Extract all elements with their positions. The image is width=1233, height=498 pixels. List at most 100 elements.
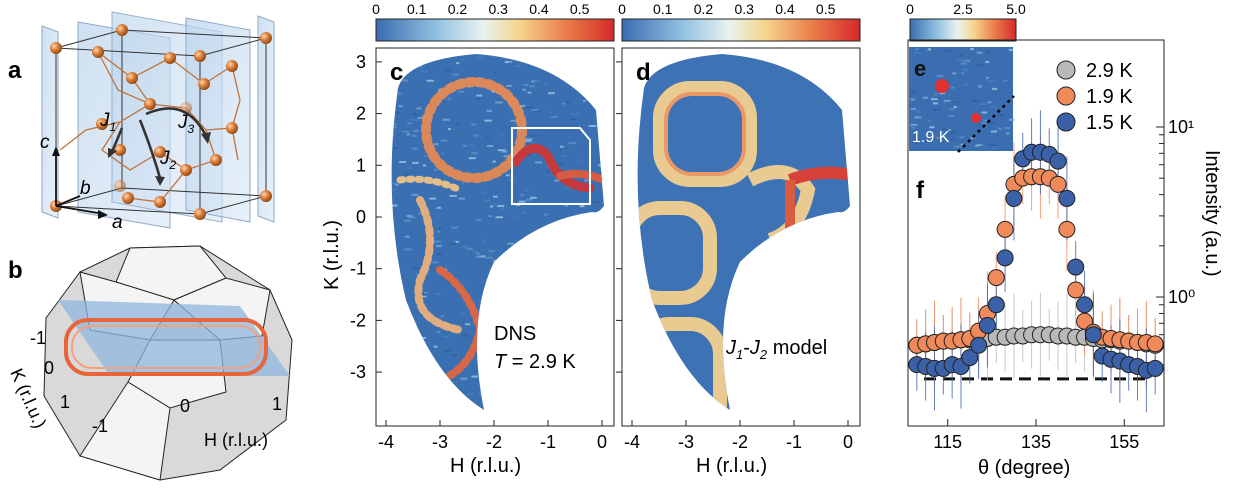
panel-b-ticks: -1 0 1 -1 0 1 [30,328,282,436]
colorbar-tick-label: 0.5 [816,1,836,17]
panel-d-caption: J1-J2 model [725,337,827,362]
colorbar-e-bar [909,18,1017,42]
y-tick-label: -2 [350,310,366,330]
colorbar-tick-label: 0.3 [734,1,754,17]
y-tick-label: -3 [350,362,366,382]
panel-d-letter: d [636,59,651,86]
data-point [1146,335,1164,353]
atoms [50,24,272,220]
j2-label: J2 [159,148,177,172]
data-point [1005,189,1023,207]
data-point [996,249,1014,267]
data-point [1067,281,1085,299]
ring-contour-inner [71,325,261,369]
bragg-spot [935,79,949,93]
panel-b-h-label: H (r.l.u.) [204,430,268,450]
panel-c-caption-2: T = 2.9 K [494,351,576,373]
f-ticks: 115 135 155 10¹ 10⁰ [933,117,1195,452]
colorbar-tick-label: 0.4 [775,1,795,17]
panel-b-letter: b [8,257,23,284]
data-point [1058,220,1076,238]
data-point [1067,258,1085,276]
exchange-arrows [110,107,208,179]
data-point [961,349,979,367]
panel-c-frame [375,47,615,427]
panel-c: c DNS T = 2.9 K [375,47,615,427]
colorbar-e-tick: 5.0 [1006,1,1026,17]
f-legend: 2.9 K 1.9 K 1.5 K [1056,60,1133,134]
j3-label: J3 [177,112,195,136]
f-ylabel: Intensity (a.u.) [1201,150,1223,277]
data-point [1076,296,1094,314]
y-tick-label: 3 [356,52,366,72]
bragg-spot [971,113,981,123]
legend-label: 1.9 K [1086,86,1133,108]
x-tick-label: -3 [432,432,448,452]
colorbar-e-tick: 0 [906,1,914,17]
panel-f-letter: f [916,177,925,204]
data-point [1049,175,1067,193]
f-data [908,110,1164,413]
colorbar-tick-label: 0 [372,1,380,17]
x-tick-label: 0 [843,432,853,452]
y-tick-label: 0 [356,207,366,227]
svg-text:0: 0 [180,396,190,416]
a-axis-arrow [98,210,108,219]
x-tick-label: -4 [378,432,394,452]
exchange-labels: J1 J2 J3 [99,110,195,172]
panel-d-map [637,54,850,410]
panel-e: e 1.9 K [907,45,1015,153]
k-axis-label: K (r.l.u.) [321,220,343,290]
legend-label: 2.9 K [1086,60,1133,82]
panel-c-caption-1: DNS [494,323,536,345]
f-xlabel: θ (degree) [978,457,1070,479]
panel-d-frame [621,47,861,427]
colorbar-tick-label: 0.1 [653,1,673,17]
colorbar-e-tick: 2.5 [953,1,973,17]
x-tick-label: 0 [597,432,607,452]
c-axis-arrow [52,146,60,156]
panel-a: a [8,11,275,233]
x-tick-label: -1 [786,432,802,452]
data-point [970,336,988,354]
x-tick-label: -4 [624,432,640,452]
colorbar-tick-label: 0.5 [570,1,590,17]
panel-c-letter: c [390,59,403,86]
colorbar-e: 0 2.5 5.0 [906,1,1026,42]
data-point [1146,359,1164,377]
data-point [978,316,996,334]
colorbar-tick-label: 0.2 [694,1,714,17]
f-x-tick-label: 135 [1021,432,1051,452]
colorbar-cd-ticks: 0 0.1 0.2 0.3 0.4 0.5 0 0.1 0.2 0.3 0.4 0.5 [372,1,836,17]
panel-e-temp: 1.9 K [912,129,950,146]
x-tick-label: -2 [732,432,748,452]
f-x-tick-label: 155 [1109,432,1139,452]
panel-b: b -1 0 1 -1 0 1 K (r.l.u.) H (r.l.u.) [6,245,293,481]
ring-contour [64,318,268,376]
x-tick-label: -1 [540,432,556,452]
a-axis-label: a [112,212,123,233]
j1-label: J1 [99,110,116,134]
data-point [987,296,1005,314]
colorbar-tick-label: 0.2 [448,1,468,17]
svg-text:0: 0 [44,358,54,378]
h-axis-label-c: H (r.l.u.) [450,455,521,477]
f-y-tick-label: 10⁰ [1168,287,1195,307]
axes-cd: K (r.l.u.) H (r.l.u.) H (r.l.u.) -4 -3 -2 -… [321,52,853,477]
colorbar-cd: 0 0.1 0.2 0.3 0.4 0.5 0 0.1 0.2 0.3 0.4 0.5 [372,1,861,42]
data-point [1049,152,1067,170]
legend-marker [1056,60,1076,80]
svg-text:-1: -1 [92,416,108,436]
data-point [987,269,1005,287]
x-tick-label: -2 [486,432,502,452]
legend-marker [1056,86,1076,106]
colorbar-tick-label: 0.3 [488,1,508,17]
colorbar-tick-label: 0.1 [407,1,427,17]
f-x-tick-label: 115 [933,432,962,452]
y-tick-label: -1 [350,259,366,279]
panel-f: f Intensity (a.u.) θ (degree) 115 135 155 1… [907,39,1223,479]
y-tick-label: 1 [356,155,366,175]
panel-a-letter: a [8,57,22,84]
